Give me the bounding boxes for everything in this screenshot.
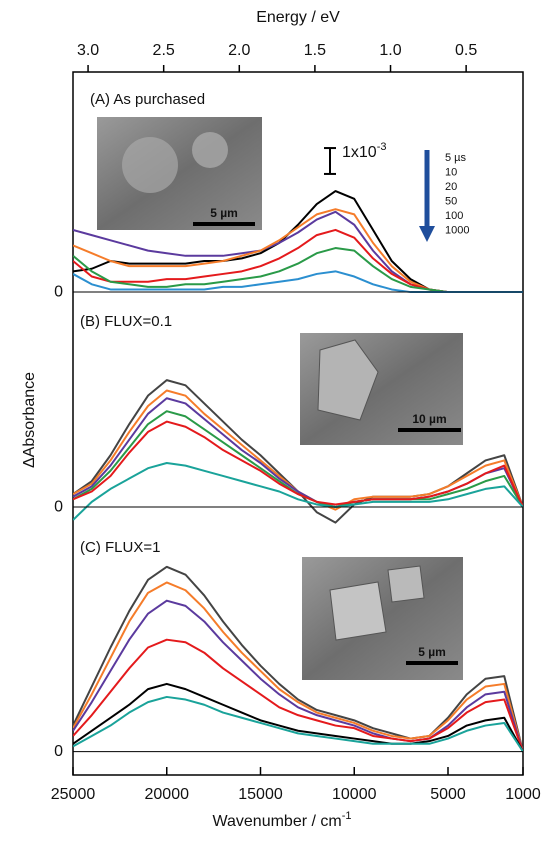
x2-tick-label: 0.5: [455, 42, 477, 59]
series-line: [73, 420, 523, 508]
x-tick-label: 1000: [505, 786, 541, 803]
series-line: [73, 581, 523, 752]
top-axis-label: Energy / eV: [256, 9, 340, 26]
y-axis-label: ΔAbsorbance: [21, 372, 38, 468]
x2-tick-label: 2.0: [228, 42, 250, 59]
y-tick-label: 0: [54, 498, 63, 515]
x2-tick-label: 3.0: [77, 42, 99, 59]
plot-frame: [72, 71, 524, 776]
series-line: [73, 462, 523, 521]
legend-label: 50: [445, 195, 457, 207]
series-line: [73, 247, 523, 294]
scale-bar-label: 1x10-3: [342, 141, 386, 161]
inset-scale-label: 5 µm: [210, 206, 238, 220]
panel-title: (B) FLUX=0.1: [80, 313, 172, 330]
sem-crystal: [387, 565, 425, 603]
x-axis-label-superscript: -1: [342, 810, 352, 822]
series-line: [73, 565, 523, 752]
legend-label: 5 µs: [445, 152, 467, 164]
legend-label: 10: [445, 166, 457, 178]
series-line: [73, 599, 523, 752]
x-axis-label-text: Wavenumber / cm: [213, 813, 342, 830]
x-tick-label: 25000: [51, 786, 96, 803]
scale-bar-label-superscript: -3: [377, 141, 387, 153]
sem-crystal: [317, 339, 379, 421]
panel-title: (C) FLUX=1: [80, 539, 160, 556]
series-line: [73, 682, 523, 753]
series-line: [73, 638, 523, 752]
sem-crystal: [329, 581, 387, 641]
insets: [97, 117, 463, 680]
x2-tick-label: 1.5: [304, 42, 326, 59]
y-tick-label: 0: [54, 743, 63, 760]
legend-label: 100: [445, 210, 463, 222]
sem-particle: [122, 137, 178, 193]
legend-arrow-head: [419, 226, 435, 242]
panel-title: (A) As purchased: [90, 91, 205, 108]
x2-tick-label: 2.5: [153, 42, 175, 59]
sem-particle: [192, 132, 228, 168]
inset-scale-label: 10 µm: [412, 412, 446, 426]
y-tick-label: 0: [54, 283, 63, 300]
legend-label: 20: [445, 181, 457, 193]
inset-scale-label: 5 µm: [418, 645, 446, 659]
legend-label: 1000: [445, 224, 469, 236]
x-tick-label: 5000: [430, 786, 466, 803]
x2-tick-label: 1.0: [379, 42, 401, 59]
series-line: [73, 695, 523, 753]
x-tick-label: 10000: [332, 786, 377, 803]
x-axis-label: Wavenumber / cm-1: [213, 810, 352, 830]
x-tick-label: 15000: [238, 786, 283, 803]
series-line: [73, 228, 523, 294]
scale-bar-label-text: 1x10: [342, 144, 377, 161]
x-tick-label: 20000: [145, 786, 190, 803]
